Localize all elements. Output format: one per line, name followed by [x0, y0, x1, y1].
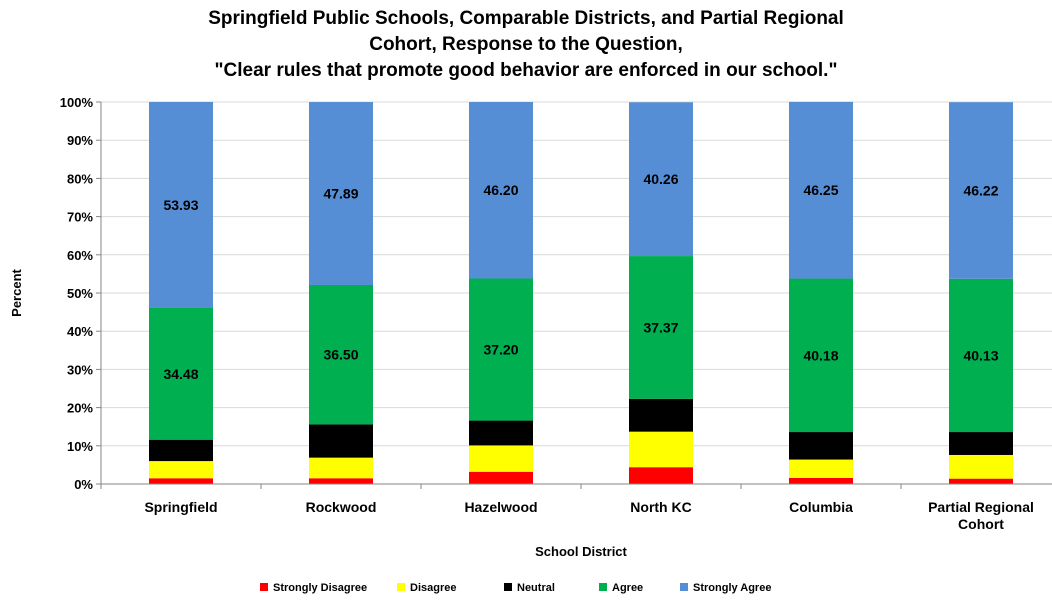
y-tick-label: 10%	[67, 439, 93, 454]
legend-label: Agree	[612, 582, 643, 594]
chart-title-line-1: Springfield Public Schools, Comparable D…	[208, 8, 844, 29]
legend-swatch	[680, 583, 688, 591]
y-tick-label: 20%	[67, 401, 93, 416]
data-label: 46.22	[963, 182, 998, 198]
bar-segment	[789, 459, 853, 478]
x-tick-label: Partial Regional	[928, 499, 1034, 515]
y-tick-label: 70%	[67, 210, 93, 225]
y-tick-label: 80%	[67, 171, 93, 186]
bar-segment	[629, 398, 693, 432]
x-tick-label: Hazelwood	[464, 499, 537, 515]
y-tick-label: 60%	[67, 248, 93, 263]
bar-segment	[469, 102, 533, 279]
bar-segment	[789, 432, 853, 460]
gridlines	[101, 101, 1052, 485]
legend-swatch	[397, 583, 405, 591]
bar-segment	[149, 307, 213, 440]
legend-swatch	[599, 583, 607, 591]
bar-segment	[789, 101, 853, 279]
y-tick-label: 90%	[67, 133, 93, 148]
data-label: 40.13	[963, 347, 998, 363]
chart-title: Springfield Public Schools, Comparable D…	[0, 6, 1052, 84]
y-axis-title: Percent	[9, 268, 24, 316]
bar-segment	[309, 457, 373, 479]
data-label: 34.48	[163, 366, 198, 382]
axes: 0% 10% 20% 30% 40% 50% 60% 70% 80% 90% 100% Springf…	[9, 95, 1052, 559]
bar-segment	[149, 461, 213, 479]
y-tick-label: 100%	[60, 95, 94, 110]
legend-label: Strongly Agree	[693, 582, 771, 594]
data-label: 40.18	[803, 347, 838, 363]
bar-segment	[949, 432, 1013, 455]
x-tick-label: North KC	[630, 499, 691, 515]
bar-segment	[469, 445, 533, 472]
bar-segment	[309, 478, 373, 484]
chart-title-line-3: "Clear rules that promote good behavior …	[214, 60, 838, 81]
y-tick-label: 50%	[67, 286, 93, 301]
legend-swatch	[260, 583, 268, 591]
data-label: 37.37	[643, 319, 678, 335]
data-label: 53.93	[163, 197, 198, 213]
y-tick-label: 0%	[74, 477, 93, 492]
bar-segment	[789, 477, 853, 484]
legend-label: Strongly Disagree	[273, 582, 367, 594]
data-label: 40.26	[643, 171, 678, 187]
data-label: 37.20	[483, 342, 518, 358]
legend-swatch	[504, 583, 512, 591]
x-tick-label: Rockwood	[306, 499, 377, 515]
bar-segment	[949, 478, 1013, 484]
x-axis-title: School District	[535, 544, 627, 559]
bar-segment	[149, 439, 213, 462]
bar-segment	[629, 431, 693, 468]
bar-segment	[629, 256, 693, 399]
bar-segment	[789, 278, 853, 433]
y-tick-label: 30%	[67, 362, 93, 377]
legend-label: Disagree	[410, 582, 456, 594]
chart-title-line-2: Cohort, Response to the Question,	[369, 34, 683, 55]
x-tick-label: Springfield	[144, 499, 217, 515]
bar-segment	[309, 424, 373, 458]
bar-segment	[949, 102, 1013, 279]
x-tick-label: Columbia	[789, 499, 853, 515]
y-tick-label: 40%	[67, 324, 93, 339]
bar-segment	[149, 101, 213, 308]
bar-segment	[949, 454, 1013, 479]
bar-segment	[469, 278, 533, 421]
x-tick-label: Cohort	[958, 516, 1004, 532]
bars	[149, 101, 1013, 484]
data-label: 36.50	[323, 347, 358, 363]
data-label: 46.20	[483, 182, 518, 198]
data-label: 46.25	[803, 182, 838, 198]
bar-segment	[949, 278, 1013, 433]
legend-label: Neutral	[517, 582, 555, 594]
bar-segment	[469, 420, 533, 446]
bar-segment	[629, 102, 693, 257]
data-labels: 34.48 53.93 36.50 47.89 37.20 46.20 37.37 40.26…	[163, 171, 998, 382]
bar-segment	[149, 478, 213, 484]
bar-segment	[469, 471, 533, 484]
bar-segment	[309, 284, 373, 425]
legend: Strongly Disagree Disagree Neutral Agree Str…	[260, 582, 771, 594]
data-label: 47.89	[323, 186, 358, 202]
bar-segment	[309, 102, 373, 285]
bar-segment	[629, 467, 693, 484]
